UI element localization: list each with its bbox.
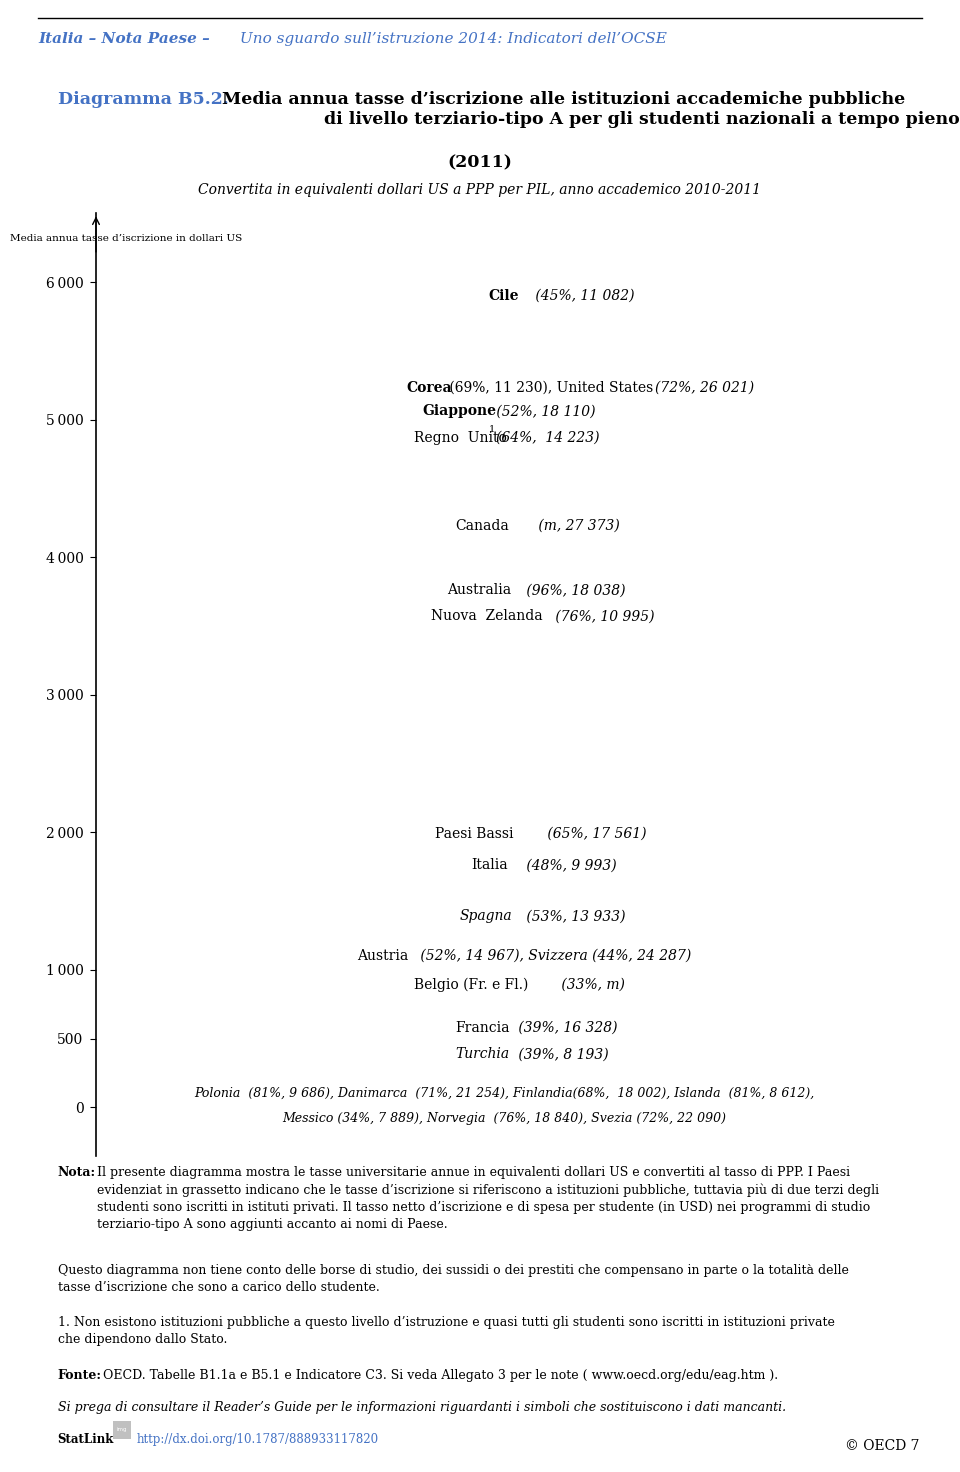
Text: http://dx.doi.org/10.1787/888933117820: http://dx.doi.org/10.1787/888933117820 bbox=[136, 1432, 378, 1446]
Text: (2011): (2011) bbox=[447, 155, 513, 172]
Text: Media annua tasse d’iscrizione alle istituzioni accademiche pubbliche
          : Media annua tasse d’iscrizione alle isti… bbox=[216, 91, 960, 128]
Text: Italia – Nota Paese –: Italia – Nota Paese – bbox=[38, 32, 210, 47]
Text: Regno  Unito: Regno Unito bbox=[415, 431, 507, 445]
Text: Giappone: Giappone bbox=[422, 405, 496, 418]
Text: Belgio (Fr. e Fl.): Belgio (Fr. e Fl.) bbox=[415, 977, 529, 992]
Text: 1. Non esistono istituzioni pubbliche a questo livello d’istruzione e quasi tutt: 1. Non esistono istituzioni pubbliche a … bbox=[58, 1316, 834, 1347]
Text: Diagramma B5.2.: Diagramma B5.2. bbox=[58, 91, 228, 109]
Text: Italia: Italia bbox=[471, 858, 508, 873]
Text: (96%, 18 038): (96%, 18 038) bbox=[522, 583, 626, 598]
Text: (39%, 16 328): (39%, 16 328) bbox=[514, 1020, 617, 1035]
Text: Il presente diagramma mostra le tasse universitarie annue in equivalenti dollari: Il presente diagramma mostra le tasse un… bbox=[97, 1166, 879, 1231]
Text: Cile: Cile bbox=[489, 289, 519, 303]
Text: Uno sguardo sull’istruzione 2014: Indicatori dell’OCSE: Uno sguardo sull’istruzione 2014: Indica… bbox=[235, 32, 667, 47]
Text: (69%, 11 230), United States: (69%, 11 230), United States bbox=[445, 381, 658, 394]
Text: 1: 1 bbox=[490, 425, 495, 434]
Text: StatLink: StatLink bbox=[58, 1432, 114, 1446]
Text: (33%, m): (33%, m) bbox=[557, 977, 625, 992]
Text: Nota:: Nota: bbox=[58, 1166, 96, 1179]
Text: (72%, 26 021): (72%, 26 021) bbox=[655, 381, 755, 394]
Text: (76%, 10 995): (76%, 10 995) bbox=[551, 609, 655, 624]
Text: OECD. Tabelle B1.1a e B5.1 e Indicatore C3. Si veda Allegato 3 per le note ( www: OECD. Tabelle B1.1a e B5.1 e Indicatore … bbox=[103, 1369, 778, 1382]
Text: Canada: Canada bbox=[455, 518, 509, 533]
Text: Nuova  Zelanda: Nuova Zelanda bbox=[430, 609, 542, 624]
Text: (45%, 11 082): (45%, 11 082) bbox=[531, 289, 635, 303]
Text: (48%, 9 993): (48%, 9 993) bbox=[522, 858, 616, 873]
Text: (64%,  14 223): (64%, 14 223) bbox=[496, 431, 599, 445]
Text: Francia: Francia bbox=[455, 1020, 510, 1035]
Text: (52%, 18 110): (52%, 18 110) bbox=[492, 405, 595, 418]
Text: Paesi Bassi: Paesi Bassi bbox=[435, 827, 514, 841]
Text: Convertita in equivalenti dollari US a PPP per PIL, anno accademico 2010-2011: Convertita in equivalenti dollari US a P… bbox=[199, 183, 761, 197]
Text: Austria: Austria bbox=[357, 949, 408, 963]
Text: (m, 27 373): (m, 27 373) bbox=[534, 518, 620, 533]
Text: © OECD 7: © OECD 7 bbox=[845, 1438, 920, 1453]
Text: img: img bbox=[117, 1428, 127, 1432]
Text: Corea: Corea bbox=[406, 381, 452, 394]
Text: Media annua tasse d’iscrizione in dollari US: Media annua tasse d’iscrizione in dollar… bbox=[11, 234, 243, 243]
Text: Messico (34%, 7 889), Norvegia  (76%, 18 840), Svezia (72%, 22 090): Messico (34%, 7 889), Norvegia (76%, 18 … bbox=[282, 1113, 726, 1125]
Text: Turchia: Turchia bbox=[455, 1048, 509, 1061]
Text: (65%, 17 561): (65%, 17 561) bbox=[543, 827, 647, 841]
Text: (39%, 8 193): (39%, 8 193) bbox=[514, 1048, 609, 1061]
Text: Polonia  (81%, 9 686), Danimarca  (71%, 21 254), Finlandia(68%,  18 002), Island: Polonia (81%, 9 686), Danimarca (71%, 21… bbox=[194, 1086, 814, 1100]
Text: Spagna: Spagna bbox=[459, 910, 512, 923]
Text: (53%, 13 933): (53%, 13 933) bbox=[522, 910, 626, 923]
Text: Questo diagramma non tiene conto delle borse di studio, dei sussidi o dei presti: Questo diagramma non tiene conto delle b… bbox=[58, 1264, 849, 1294]
Text: (52%, 14 967), Svizzera (44%, 24 287): (52%, 14 967), Svizzera (44%, 24 287) bbox=[416, 949, 691, 963]
Text: Australia: Australia bbox=[446, 583, 511, 598]
Text: Si prega di consultare il Reader’s Guide per le informazioni riguardanti i simbo: Si prega di consultare il Reader’s Guide… bbox=[58, 1401, 785, 1413]
Text: Fonte:: Fonte: bbox=[58, 1369, 102, 1382]
